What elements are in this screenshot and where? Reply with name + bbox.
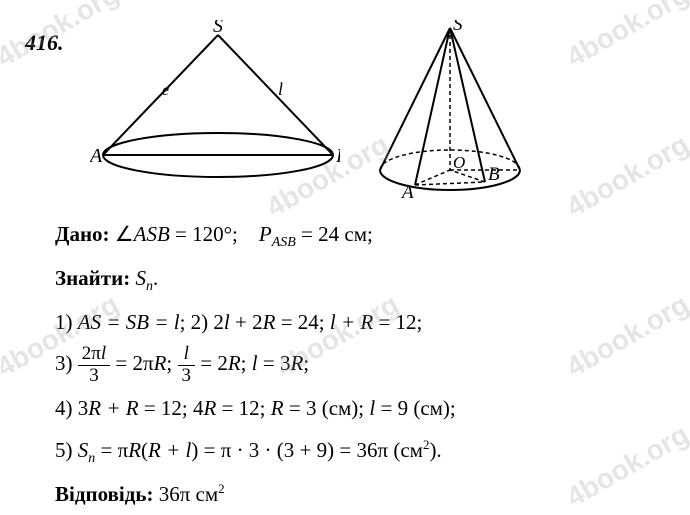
svg-text:l: l bbox=[278, 79, 283, 99]
svg-text:e: e bbox=[162, 82, 169, 99]
angle-name: ASB bbox=[134, 222, 170, 246]
svg-text:O: O bbox=[453, 153, 465, 172]
perim-sub: ASB bbox=[272, 235, 296, 250]
given-line: Дано: ∠ASB = 120°; PASB = 24 см; bbox=[55, 215, 660, 257]
svg-text:S: S bbox=[213, 20, 223, 37]
find-line: Знайти: Sп. bbox=[55, 259, 660, 301]
answer-label: Відповідь: bbox=[55, 482, 153, 506]
svg-text:A: A bbox=[400, 182, 414, 200]
find-sub: п bbox=[146, 279, 153, 294]
perim-val: = 24 см; bbox=[296, 222, 373, 246]
svg-text:B: B bbox=[336, 145, 340, 167]
diagram-cone-section: S A B l e bbox=[90, 20, 340, 190]
angle-val: = 120°; bbox=[170, 222, 238, 246]
answer-line: Відповідь: 36π см2 bbox=[55, 475, 660, 515]
answer-sup: 2 bbox=[218, 481, 225, 496]
step-5: 5) Sп = πR(R + l) = π · 3 · (3 + 9) = 36… bbox=[55, 431, 660, 473]
diagrams-row: S A B l e S A B O bbox=[90, 20, 660, 200]
perim-var: P bbox=[259, 222, 272, 246]
answer-value: 36π см bbox=[153, 482, 218, 506]
find-var: S bbox=[135, 266, 146, 290]
solution-text: Дано: ∠ASB = 120°; PASB = 24 см; Знайти:… bbox=[55, 215, 660, 515]
svg-text:B: B bbox=[488, 164, 500, 185]
step-4: 4) 3R + R = 12; 4R = 12; R = 3 (см); l =… bbox=[55, 389, 660, 429]
given-label: Дано: bbox=[55, 222, 110, 246]
find-end: . bbox=[153, 266, 158, 290]
problem-number: 416. bbox=[25, 30, 64, 56]
step-3: 3) 2πl3 = 2πR; l3 = 2R; l = 3R; bbox=[55, 344, 660, 387]
step-1-2: 1) AS = SB = l; 2) 2l + 2R = 24; l + R =… bbox=[55, 303, 660, 343]
diagram-cone-3d: S A B O bbox=[360, 20, 540, 200]
find-label: Знайти: bbox=[55, 266, 130, 290]
svg-text:A: A bbox=[90, 145, 103, 167]
svg-text:S: S bbox=[453, 20, 463, 35]
